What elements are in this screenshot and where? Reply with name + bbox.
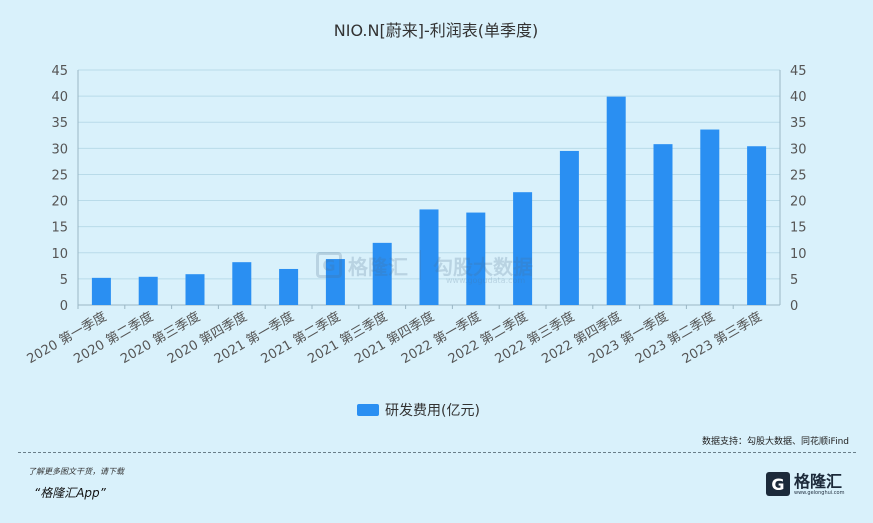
x-tick-label: 2022 第四季度 — [539, 309, 624, 367]
y-tick-label-right: 30 — [790, 142, 807, 157]
legend[interactable]: 研发费用(亿元) — [357, 403, 480, 419]
x-tick-label: 2020 第二季度 — [71, 309, 156, 367]
y-tick-label-right: 45 — [790, 64, 807, 79]
watermark-brand2: 勾股大数据 — [433, 254, 533, 279]
bar[interactable] — [559, 150, 579, 305]
legend-swatch — [357, 404, 379, 416]
bar[interactable] — [325, 259, 345, 305]
bar[interactable] — [185, 274, 205, 305]
brand-logo[interactable]: G 格隆汇 www.gelonghui.com — [766, 470, 852, 498]
x-tick-label: 2021 第四季度 — [352, 309, 437, 367]
y-tick-label-left: 40 — [51, 90, 68, 105]
y-tick-label-right: 5 — [790, 273, 798, 288]
x-tick-label: 2021 第三季度 — [305, 309, 390, 367]
footer-note: 了解更多图文干货，请下载 — [28, 467, 124, 476]
watermark-brand: 格隆汇 — [348, 254, 408, 279]
watermark-logo-icon: G — [316, 252, 342, 278]
bar[interactable] — [653, 144, 673, 305]
y-tick-label-right: 10 — [790, 247, 807, 262]
x-tick-label: 2023 第一季度 — [586, 309, 671, 367]
watermark: G 格隆汇 勾股大数据 www.gogudata.com — [316, 250, 533, 285]
data-source: 数据支持：勾股大数据、同花顺iFind — [702, 437, 849, 447]
watermark-separator — [420, 250, 421, 280]
bar[interactable] — [372, 242, 392, 305]
bar[interactable] — [138, 276, 158, 305]
y-tick-label-left: 45 — [51, 64, 68, 79]
chart-title: NIO.N[蔚来]-利润表(单季度) — [334, 21, 538, 40]
x-tick-label: 2023 第二季度 — [633, 309, 718, 367]
y-tick-label-right: 15 — [790, 221, 807, 236]
bar[interactable] — [279, 268, 299, 305]
bar[interactable] — [466, 212, 486, 305]
bar[interactable] — [232, 262, 252, 305]
y-tick-label-left: 25 — [51, 168, 68, 183]
footer-app-name[interactable]: “格隆汇App” — [34, 486, 106, 500]
brand-logo-text: 格隆汇 — [794, 471, 843, 491]
y-tick-label-left: 20 — [51, 195, 68, 210]
x-tick-label: 2021 第二季度 — [258, 309, 343, 367]
x-tick-label: 2020 第一季度 — [24, 309, 109, 367]
footer-divider — [18, 452, 856, 453]
x-tick-label: 2020 第四季度 — [165, 309, 250, 367]
y-tick-label-right: 20 — [790, 195, 807, 210]
y-tick-label-left: 15 — [51, 221, 68, 236]
brand-logo-icon: G — [766, 472, 790, 496]
y-tick-label-left: 35 — [51, 116, 68, 131]
bar[interactable] — [91, 277, 111, 305]
y-tick-label-left: 10 — [51, 247, 68, 262]
bar[interactable] — [747, 146, 767, 305]
y-tick-label-left: 5 — [60, 273, 68, 288]
y-tick-label-right: 40 — [790, 90, 807, 105]
watermark-url: www.gogudata.com — [446, 276, 526, 285]
y-tick-label-right: 0 — [790, 299, 798, 314]
bar[interactable] — [606, 96, 626, 305]
y-tick-label-left: 0 — [60, 299, 68, 314]
x-tick-label: 2023 第三季度 — [679, 309, 764, 367]
x-tick-label: 2020 第三季度 — [118, 309, 203, 367]
y-tick-label-right: 35 — [790, 116, 807, 131]
axes: 0 0 5 5 10 10 15 15 20 20 25 25 30 30 35 35 40 40 45 45 — [51, 64, 806, 314]
x-tick-label: 2022 第一季度 — [399, 309, 484, 367]
bars — [91, 96, 767, 305]
y-tick-label-left: 30 — [51, 142, 68, 157]
x-tick-label: 2021 第一季度 — [211, 309, 296, 367]
bar[interactable] — [513, 192, 533, 305]
x-tick-label: 2022 第二季度 — [445, 309, 530, 367]
bar[interactable] — [419, 209, 439, 305]
x-tick-label: 2022 第三季度 — [492, 309, 577, 367]
brand-logo-url: www.gelonghui.com — [794, 489, 845, 496]
y-tick-label-right: 25 — [790, 168, 807, 183]
bar[interactable] — [700, 129, 720, 305]
legend-label: 研发费用(亿元) — [385, 403, 480, 419]
